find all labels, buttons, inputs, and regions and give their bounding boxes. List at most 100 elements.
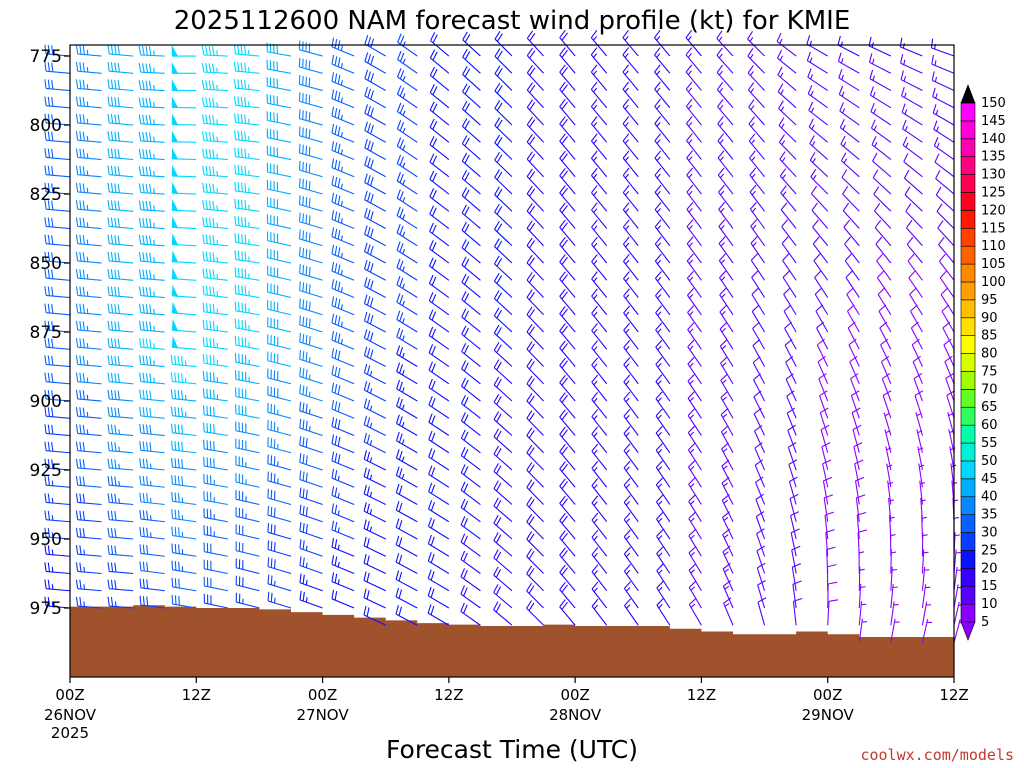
wind-barb [171,164,197,178]
barb-flag [267,488,269,499]
barb-halfflag [118,429,120,435]
barb-flag [838,85,844,95]
barb-flag [840,135,846,145]
barb-flag [528,516,535,525]
barb-flag [529,205,536,214]
barb-flag [747,30,754,40]
barb-halfflag [401,456,405,462]
barb-staff [396,474,418,488]
wind-barb [331,244,355,264]
barb-staff [749,174,766,195]
barb-flag [366,434,371,444]
barb-flag [142,510,145,520]
barb-flag [334,38,338,49]
barb-flag [237,182,240,192]
wind-barb [876,253,892,281]
barb-halfflag [656,35,661,41]
barb-flag [757,597,767,603]
barb-staff [849,361,860,384]
barb-staff [235,87,260,92]
barb-flag [174,475,177,485]
wind-barb [363,381,386,402]
barb-staff [785,361,797,385]
barb-flag [110,148,114,158]
barb-flag [82,338,85,348]
wind-barb [559,547,576,574]
barb-flag [308,163,311,174]
barb-flag [779,151,786,160]
wind-barb [656,580,671,609]
wind-barb [234,215,260,230]
wind-barb [267,282,292,299]
barb-flag [244,148,247,158]
barb-flag [75,251,79,262]
barb-staff [812,243,829,264]
barb-staff [816,344,829,367]
wind-barb [526,82,544,109]
barb-staff [109,174,134,178]
barb-flag [496,171,503,181]
wind-barb [331,572,355,592]
barb-flag [302,282,305,292]
barb-halfflag [401,473,405,479]
barb-flag [363,467,367,477]
barb-pennant [171,267,179,280]
wind-barb [331,555,355,575]
wind-barb [266,197,292,212]
wind-barb [138,148,165,161]
wind-barb [107,475,134,488]
barb-flag [117,269,120,280]
wind-barb [299,332,323,350]
barb-halfflag [340,235,343,241]
barb-halfflag [337,561,340,568]
barb-staff [814,293,829,316]
wind-barb [267,351,292,368]
barb-halfflag [369,491,373,498]
wind-barb [298,143,323,161]
barb-flag [874,203,881,212]
barb-flag [526,479,533,488]
barb-flag [110,114,114,124]
barb-staff [785,378,797,402]
barb-flag [461,152,468,162]
barb-flag [851,390,860,397]
wind-barb [559,581,576,609]
barb-halfflag [216,119,219,125]
barb-flag [110,79,114,89]
barb-flag [177,492,180,503]
barb-staff [559,347,576,367]
barb-staff [623,570,639,592]
barb-flag [363,554,367,564]
barb-flag [369,280,374,290]
barb-halfflag [593,484,598,489]
wind-barb [267,540,292,557]
barb-staff [299,238,323,247]
barb-flag [308,215,311,225]
barb-flag [561,446,568,455]
wind-barb [493,376,513,402]
barb-flag [622,133,630,142]
wind-barb [461,325,481,350]
wind-barb [559,461,576,488]
barb-staff [623,433,639,454]
x-tick-label: 12Z [939,686,968,704]
barb-flag [366,365,371,375]
wind-barb [395,466,418,488]
wind-barb [75,303,102,316]
barb-flag [561,463,568,472]
barb-flag [399,52,405,62]
barb-flag [364,208,368,218]
barb-flag [75,406,79,417]
barb-flag [460,585,465,595]
y-tick-label: 900 [30,392,62,412]
barb-halfflag [337,475,340,481]
barb-flag [367,123,371,133]
barb-flag [331,486,335,496]
wind-barb [460,516,481,540]
barb-flag [180,373,184,383]
barb-flag [748,99,755,108]
barb-flag [334,366,338,376]
barb-flag [170,423,173,433]
barb-flag [364,35,369,45]
barb-staff [654,71,671,91]
